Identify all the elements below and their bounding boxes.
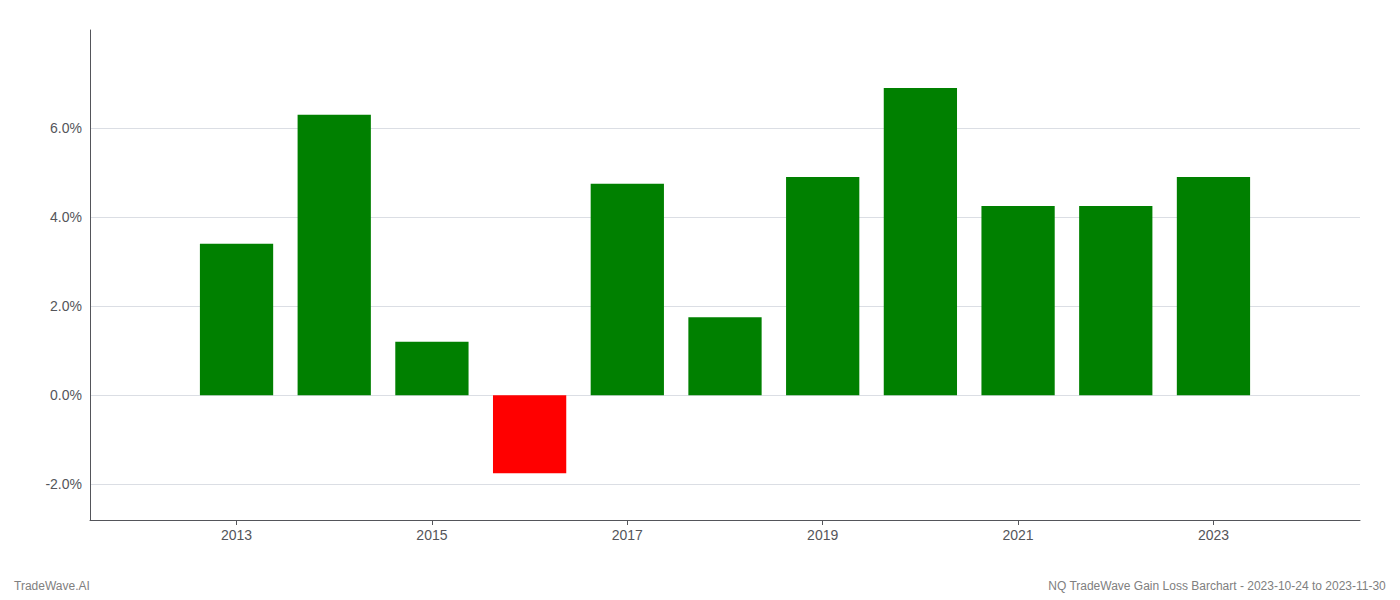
svg-text:-2.0%: -2.0% (45, 476, 82, 492)
svg-text:NQ TradeWave Gain Loss Barchar: NQ TradeWave Gain Loss Barchart - 2023-1… (1048, 579, 1386, 593)
svg-text:2021: 2021 (1002, 527, 1033, 543)
svg-text:2015: 2015 (416, 527, 447, 543)
svg-text:0.0%: 0.0% (50, 387, 82, 403)
svg-text:2013: 2013 (221, 527, 252, 543)
svg-text:6.0%: 6.0% (50, 120, 82, 136)
svg-text:2.0%: 2.0% (50, 298, 82, 314)
svg-text:2017: 2017 (612, 527, 643, 543)
svg-text:TradeWave.AI: TradeWave.AI (14, 579, 90, 593)
svg-text:2019: 2019 (807, 527, 838, 543)
svg-text:4.0%: 4.0% (50, 209, 82, 225)
svg-text:2023: 2023 (1198, 527, 1229, 543)
